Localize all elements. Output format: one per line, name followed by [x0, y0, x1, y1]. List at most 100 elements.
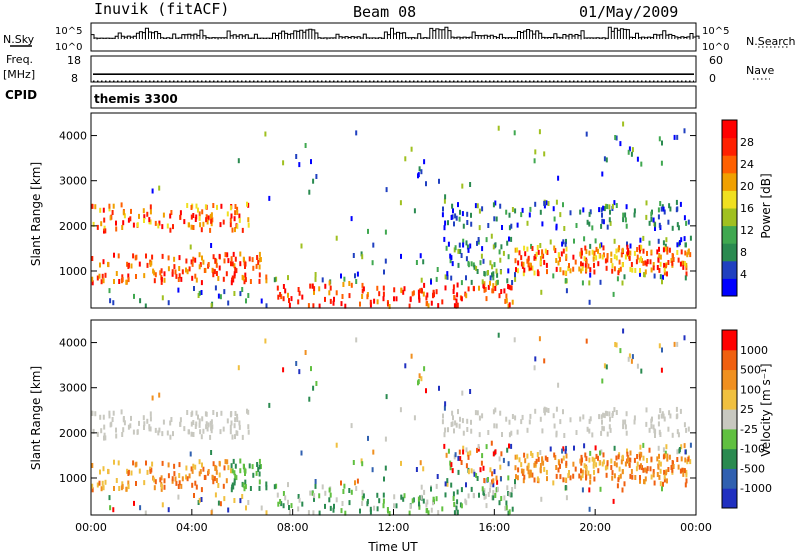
power-cell	[514, 272, 516, 278]
velocity-cell	[461, 390, 464, 396]
velocity-cell	[171, 478, 174, 484]
power-cell	[101, 273, 104, 279]
velocity-cell	[340, 508, 343, 514]
velocity-cell	[244, 479, 247, 485]
power-cell	[99, 262, 101, 268]
power-cell	[206, 219, 209, 225]
velocity-cell	[606, 461, 609, 467]
power-cell	[529, 262, 532, 268]
velocity-cell	[573, 445, 575, 451]
power-cell	[631, 267, 634, 273]
velocity-cell	[175, 480, 178, 486]
power-cell	[508, 212, 511, 218]
velocity-cell	[279, 499, 282, 504]
power-cell	[578, 266, 581, 272]
power-cell	[603, 206, 606, 212]
freq-tick-top: 18	[67, 54, 81, 67]
velocity-cell	[170, 417, 173, 422]
power-cell	[171, 269, 174, 275]
velocity-cell	[478, 432, 481, 438]
power-cell	[234, 266, 237, 272]
velocity-cell	[643, 479, 645, 485]
power-cell	[572, 266, 575, 272]
velocity-cell	[430, 486, 432, 492]
power-cell	[247, 222, 250, 228]
power-cell	[387, 301, 389, 307]
velocity-cell	[328, 487, 331, 493]
power-cell	[113, 252, 115, 258]
power-cell	[121, 277, 124, 283]
velocity-colorbar-tick-1: 500	[740, 364, 761, 377]
velocity-cell	[477, 444, 480, 449]
velocity-cell	[199, 469, 202, 475]
power-cell	[504, 298, 507, 304]
velocity-cell	[362, 493, 365, 499]
power-cell	[425, 301, 428, 307]
power-cell	[659, 201, 662, 206]
power-cell	[526, 258, 529, 264]
velocity-cell	[493, 423, 496, 429]
power-cell	[543, 259, 546, 265]
power-cell	[96, 224, 99, 230]
velocity-cell	[138, 420, 140, 426]
velocity-cell	[210, 450, 213, 455]
velocity-cell	[133, 500, 135, 506]
date-title: 01/May/2009	[579, 3, 678, 21]
velocity-cell	[456, 499, 459, 505]
power-cell	[460, 280, 463, 286]
velocity-cell	[547, 408, 550, 413]
power-cell	[146, 211, 149, 217]
power-cell	[502, 250, 505, 256]
power-cell	[422, 291, 425, 297]
power-cell	[450, 215, 453, 220]
velocity-cell	[169, 434, 172, 440]
power-cell	[500, 269, 502, 275]
velocity-cell	[366, 501, 369, 507]
power-cell	[580, 247, 583, 253]
power-cell	[209, 213, 212, 219]
power-cell	[620, 252, 623, 258]
power-cell	[220, 203, 223, 209]
power-cell	[640, 244, 643, 250]
velocity-cell	[526, 427, 529, 433]
power-cell	[417, 289, 420, 295]
velocity-cell	[671, 432, 674, 438]
power-cell	[485, 237, 488, 243]
velocity-cell	[376, 492, 379, 498]
power-cell	[158, 220, 161, 226]
velocity-cell	[628, 462, 631, 468]
power-cell	[469, 243, 472, 249]
power-cell	[419, 253, 422, 259]
velocity-cell	[142, 415, 145, 421]
velocity-cell	[680, 456, 683, 462]
power-cell	[127, 273, 130, 279]
power-cell	[160, 279, 163, 285]
power-cell	[573, 238, 575, 244]
velocity-cell	[562, 446, 565, 452]
power-cell	[260, 298, 263, 304]
power-frame	[90, 112, 697, 309]
velocity-cell	[661, 486, 663, 492]
velocity-cell	[198, 459, 201, 465]
power-cell	[683, 236, 686, 242]
velocity-colorbar-tick-0: 1000	[740, 344, 768, 357]
power-cell	[546, 250, 549, 255]
velocity-cell	[613, 461, 616, 467]
velocity-cell	[601, 425, 604, 431]
power-cell	[459, 249, 462, 254]
power-cell	[403, 286, 406, 292]
velocity-cell	[492, 451, 495, 457]
velocity-cell	[585, 474, 588, 480]
power-cell	[539, 260, 542, 266]
power-cell	[476, 269, 479, 274]
velocity-cell	[420, 376, 423, 382]
velocity-cell	[605, 472, 608, 478]
velocity-cell	[234, 411, 237, 416]
velocity-cell	[231, 482, 234, 488]
power-cell	[601, 212, 603, 218]
power-cell	[633, 208, 636, 214]
power-cell	[200, 290, 203, 295]
velocity-cell	[459, 456, 462, 461]
power-cell	[125, 279, 128, 285]
power-cell	[492, 244, 495, 250]
